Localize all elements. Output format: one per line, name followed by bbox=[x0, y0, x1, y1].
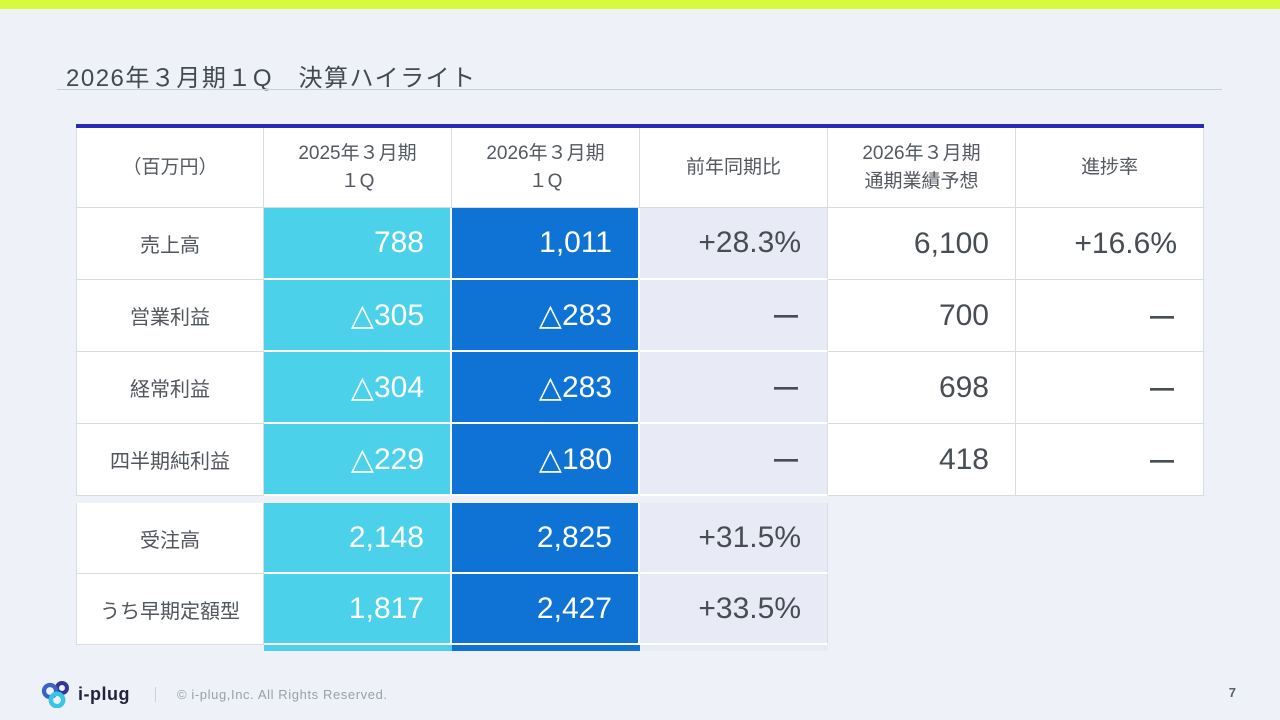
value-operating-profit-yoy: ー bbox=[640, 280, 828, 352]
value-net-income-yoy: ー bbox=[640, 424, 828, 496]
value-ordinary-profit-progress: ー bbox=[1016, 352, 1204, 424]
value-ordinary-profit-yoy: ー bbox=[640, 352, 828, 424]
column-header-fy2025: 2025年３月期 １Q bbox=[264, 128, 452, 208]
value-early-fixed-rate-fy2025: 1,817 bbox=[264, 574, 452, 645]
value-revenue-yoy: +28.3% bbox=[640, 208, 828, 280]
value-revenue-fy2026: 1,011 bbox=[452, 208, 640, 280]
row-label-revenue: 売上高 bbox=[76, 208, 264, 280]
i-plug-logo-icon bbox=[41, 681, 69, 708]
value-operating-profit-fy2026: △283 bbox=[452, 280, 640, 352]
title-divider bbox=[57, 89, 1222, 90]
footer-separator: ｜ bbox=[147, 686, 163, 704]
page-title: 2026年３月期１Q 決算ハイライト bbox=[66, 65, 477, 93]
value-operating-profit-fy2025: △305 bbox=[264, 280, 452, 352]
column-header-forecast: 2026年３月期 通期業績予想 bbox=[828, 128, 1016, 208]
value-revenue-forecast: 6,100 bbox=[828, 208, 1016, 280]
copyright-text: © i-plug,Inc. All Rights Reserved. bbox=[177, 686, 388, 702]
column-header-unit: （百万円） bbox=[76, 128, 264, 208]
row-label-operating-profit: 営業利益 bbox=[76, 280, 264, 352]
value-ordinary-profit-fy2025: △304 bbox=[264, 352, 452, 424]
page-number: 7 bbox=[1228, 685, 1236, 700]
column-header-fy2026: 2026年３月期 １Q bbox=[452, 128, 640, 208]
value-orders-yoy: +31.5% bbox=[640, 503, 828, 574]
value-ordinary-profit-fy2026: △283 bbox=[452, 352, 640, 424]
highlights-table: （百万円） 2025年３月期 １Q 2026年３月期 １Q 前年同期比 2026… bbox=[76, 124, 1204, 496]
column-bleed-yoy bbox=[640, 645, 828, 651]
column-header-progress: 進捗率 bbox=[1016, 128, 1204, 208]
row-label-early-fixed-rate: うち早期定額型 bbox=[76, 574, 264, 645]
value-net-income-fy2025: △229 bbox=[264, 424, 452, 496]
value-revenue-progress: +16.6% bbox=[1016, 208, 1204, 280]
value-ordinary-profit-forecast: 698 bbox=[828, 352, 1016, 424]
row-label-orders: 受注高 bbox=[76, 503, 264, 574]
value-revenue-fy2025: 788 bbox=[264, 208, 452, 280]
column-header-yoy: 前年同期比 bbox=[640, 128, 828, 208]
value-operating-profit-progress: ー bbox=[1016, 280, 1204, 352]
value-early-fixed-rate-yoy: +33.5% bbox=[640, 574, 828, 645]
column-bleed-fy2025 bbox=[264, 645, 452, 651]
value-net-income-forecast: 418 bbox=[828, 424, 1016, 496]
i-plug-logo-text: i-plug bbox=[78, 683, 130, 704]
value-orders-fy2026: 2,825 bbox=[452, 503, 640, 574]
value-early-fixed-rate-fy2026: 2,427 bbox=[452, 574, 640, 645]
column-bleed-fy2026 bbox=[452, 645, 640, 651]
accent-top-strip bbox=[0, 0, 1280, 9]
value-operating-profit-forecast: 700 bbox=[828, 280, 1016, 352]
value-net-income-progress: ー bbox=[1016, 424, 1204, 496]
column-bleed-spacer bbox=[76, 645, 264, 651]
value-orders-fy2025: 2,148 bbox=[264, 503, 452, 574]
value-net-income-fy2026: △180 bbox=[452, 424, 640, 496]
footer: i-plug ｜ © i-plug,Inc. All Rights Reserv… bbox=[40, 678, 388, 710]
orders-table: 受注高 2,148 2,825 +31.5% うち早期定額型 1,817 2,4… bbox=[76, 503, 828, 651]
row-label-net-income: 四半期純利益 bbox=[76, 424, 264, 496]
row-label-ordinary-profit: 経常利益 bbox=[76, 352, 264, 424]
